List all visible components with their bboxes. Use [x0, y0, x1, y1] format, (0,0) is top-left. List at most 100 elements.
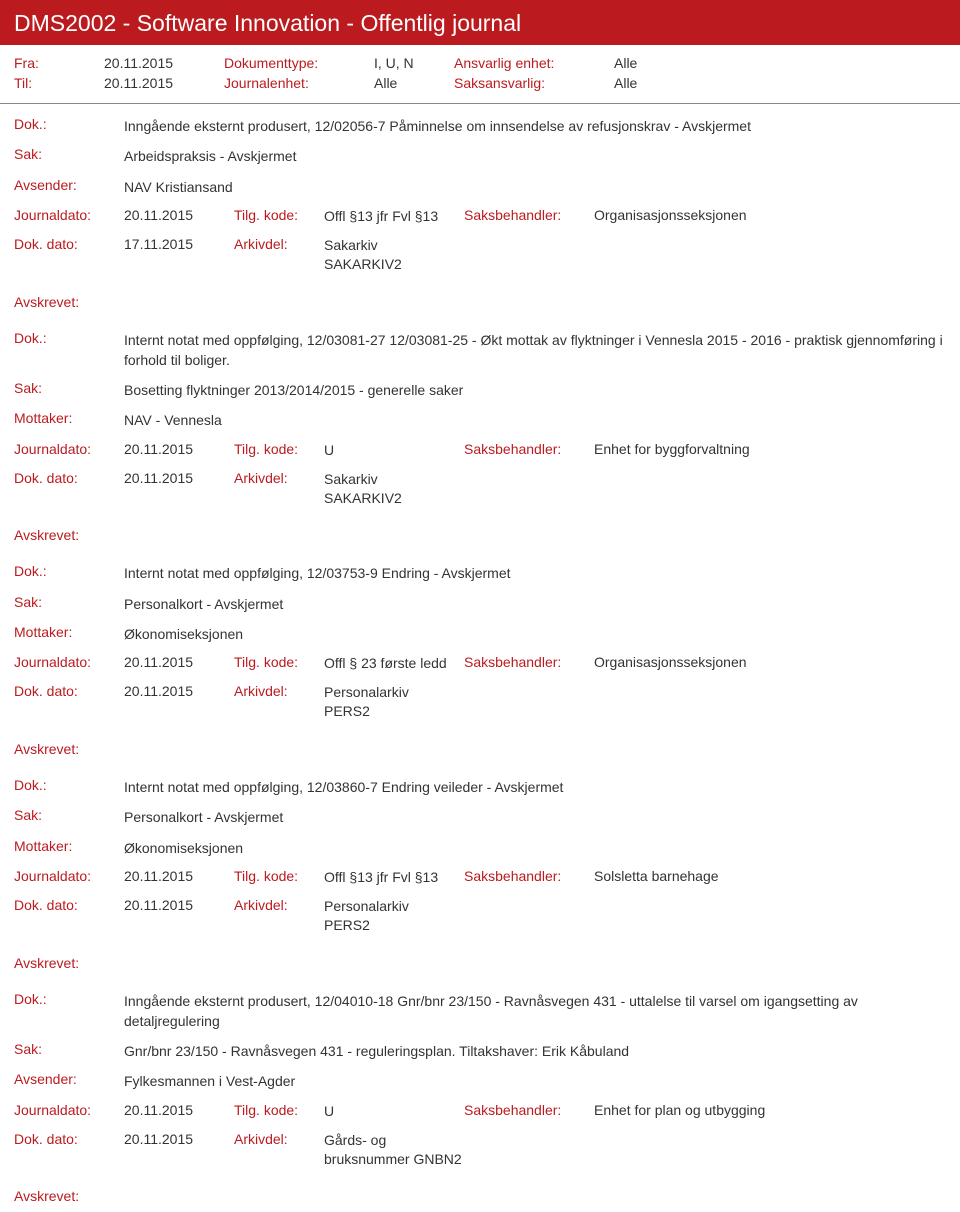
meta-band: Fra: 20.11.2015 Dokumenttype: I, U, N An…: [0, 45, 960, 104]
dok-label: Dok.:: [14, 563, 124, 579]
arkivdel-value: Sakarkiv SAKARKIV2: [324, 236, 464, 274]
entry-row: Dok.:Internt notat med oppfølging, 12/03…: [14, 563, 946, 583]
dok-value: Internt notat med oppfølging, 12/03860-7…: [124, 777, 946, 797]
entry-row: Sak:Personalkort - Avskjermet: [14, 807, 946, 827]
doktype-label: Dokumenttype:: [224, 55, 374, 71]
journaldato-row: Journaldato:20.11.2015Tilg. kode:Offl § …: [14, 654, 946, 673]
journaldato-row: Journaldato:20.11.2015Tilg. kode:Offl §1…: [14, 868, 946, 887]
journaldato-value: 20.11.2015: [124, 441, 234, 457]
journaldato-label: Journaldato:: [14, 207, 124, 223]
entry-row: Dok.:Internt notat med oppfølging, 12/03…: [14, 330, 946, 371]
dokdato-value: 20.11.2015: [124, 470, 234, 486]
sak-value: Bosetting flyktninger 2013/2014/2015 - g…: [124, 380, 946, 400]
arkivdel-value: Sakarkiv SAKARKIV2: [324, 470, 464, 508]
page-title: DMS2002 - Software Innovation - Offentli…: [0, 0, 960, 45]
sak-value: Personalkort - Avskjermet: [124, 594, 946, 614]
tilgkode-label: Tilg. kode:: [234, 207, 324, 223]
journaldato-row: Journaldato:20.11.2015Tilg. kode:Offl §1…: [14, 207, 946, 226]
saksansvarlig-value: Alle: [614, 75, 637, 91]
avskrevet-label: Avskrevet:: [0, 523, 960, 551]
party-value: NAV Kristiansand: [124, 177, 946, 197]
journaldato-label: Journaldato:: [14, 1102, 124, 1118]
fra-value: 20.11.2015: [104, 55, 224, 71]
journal-entry: Dok.:Internt notat med oppfølging, 12/03…: [0, 551, 960, 737]
sak-label: Sak:: [14, 380, 124, 396]
dokdato-value: 17.11.2015: [124, 236, 234, 252]
journal-entry: Dok.:Internt notat med oppfølging, 12/03…: [0, 765, 960, 951]
sak-value: Arbeidspraksis - Avskjermet: [124, 146, 946, 166]
tilgkode-label: Tilg. kode:: [234, 654, 324, 670]
dokdato-value: 20.11.2015: [124, 1131, 234, 1147]
arkivdel-label: Arkivdel:: [234, 236, 324, 252]
tilgkode-value: Offl §13 jfr Fvl §13: [324, 868, 464, 887]
dokdato-label: Dok. dato:: [14, 683, 124, 699]
entry-row: Dok.:Inngående eksternt produsert, 12/04…: [14, 991, 946, 1032]
journalenhet-value: Alle: [374, 75, 454, 91]
dok-label: Dok.:: [14, 116, 124, 132]
entry-row: Sak:Gnr/bnr 23/150 - Ravnåsvegen 431 - r…: [14, 1041, 946, 1061]
journal-entry: Dok.:Inngående eksternt produsert, 12/04…: [0, 979, 960, 1185]
journaldato-value: 20.11.2015: [124, 654, 234, 670]
sak-label: Sak:: [14, 594, 124, 610]
avskrevet-label: Avskrevet:: [0, 290, 960, 318]
dok-value: Inngående eksternt produsert, 12/02056-7…: [124, 116, 946, 136]
tilgkode-label: Tilg. kode:: [234, 441, 324, 457]
saksbehandler-label: Saksbehandler:: [464, 1102, 594, 1118]
avskrevet-label: Avskrevet:: [0, 737, 960, 765]
dok-value: Inngående eksternt produsert, 12/04010-1…: [124, 991, 946, 1032]
sak-value: Gnr/bnr 23/150 - Ravnåsvegen 431 - regul…: [124, 1041, 946, 1061]
party-label: Mottaker:: [14, 838, 124, 854]
journaldato-label: Journaldato:: [14, 868, 124, 884]
journalenhet-label: Journalenhet:: [224, 75, 374, 91]
saksbehandler-value: Enhet for byggforvaltning: [594, 441, 946, 457]
sak-label: Sak:: [14, 1041, 124, 1057]
journaldato-label: Journaldato:: [14, 441, 124, 457]
dokdato-value: 20.11.2015: [124, 897, 234, 913]
sak-value: Personalkort - Avskjermet: [124, 807, 946, 827]
journaldato-value: 20.11.2015: [124, 868, 234, 884]
dok-label: Dok.:: [14, 777, 124, 793]
saksansvarlig-label: Saksansvarlig:: [454, 75, 614, 91]
fra-label: Fra:: [14, 55, 104, 71]
til-label: Til:: [14, 75, 104, 91]
ansvarlig-value: Alle: [614, 55, 637, 71]
dokdato-label: Dok. dato:: [14, 470, 124, 486]
dokdato-row: Dok. dato:20.11.2015Arkivdel:Gårds- og b…: [14, 1131, 946, 1169]
tilgkode-value: U: [324, 1102, 464, 1121]
dokdato-row: Dok. dato:20.11.2015Arkivdel:Sakarkiv SA…: [14, 470, 946, 508]
party-value: Økonomiseksjonen: [124, 624, 946, 644]
doktype-value: I, U, N: [374, 55, 454, 71]
arkivdel-value: Personalarkiv PERS2: [324, 897, 464, 935]
saksbehandler-label: Saksbehandler:: [464, 654, 594, 670]
sak-label: Sak:: [14, 146, 124, 162]
dokdato-label: Dok. dato:: [14, 236, 124, 252]
saksbehandler-value: Organisasjonsseksjonen: [594, 207, 946, 223]
saksbehandler-label: Saksbehandler:: [464, 207, 594, 223]
journaldato-value: 20.11.2015: [124, 207, 234, 223]
entry-row: Sak:Bosetting flyktninger 2013/2014/2015…: [14, 380, 946, 400]
tilgkode-value: Offl § 23 første ledd: [324, 654, 464, 673]
meta-row-til: Til: 20.11.2015 Journalenhet: Alle Saksa…: [14, 75, 946, 91]
entry-row: Sak:Personalkort - Avskjermet: [14, 594, 946, 614]
dok-value: Internt notat med oppfølging, 12/03081-2…: [124, 330, 946, 371]
party-value: Fylkesmannen i Vest-Agder: [124, 1071, 946, 1091]
journaldato-value: 20.11.2015: [124, 1102, 234, 1118]
journaldato-row: Journaldato:20.11.2015Tilg. kode:USaksbe…: [14, 1102, 946, 1121]
dokdato-row: Dok. dato:20.11.2015Arkivdel:Personalark…: [14, 683, 946, 721]
saksbehandler-value: Solsletta barnehage: [594, 868, 946, 884]
arkivdel-label: Arkivdel:: [234, 683, 324, 699]
entry-row: Mottaker:Økonomiseksjonen: [14, 624, 946, 644]
dokdato-value: 20.11.2015: [124, 683, 234, 699]
party-value: Økonomiseksjonen: [124, 838, 946, 858]
dokdato-row: Dok. dato:17.11.2015Arkivdel:Sakarkiv SA…: [14, 236, 946, 274]
entry-row: Mottaker:NAV - Vennesla: [14, 410, 946, 430]
saksbehandler-value: Enhet for plan og utbygging: [594, 1102, 946, 1118]
dok-label: Dok.:: [14, 991, 124, 1007]
arkivdel-label: Arkivdel:: [234, 1131, 324, 1147]
til-value: 20.11.2015: [104, 75, 224, 91]
arkivdel-label: Arkivdel:: [234, 897, 324, 913]
journaldato-row: Journaldato:20.11.2015Tilg. kode:USaksbe…: [14, 441, 946, 460]
party-label: Avsender:: [14, 177, 124, 193]
journal-entry: Dok.:Inngående eksternt produsert, 12/02…: [0, 104, 960, 290]
entry-row: Sak:Arbeidspraksis - Avskjermet: [14, 146, 946, 166]
